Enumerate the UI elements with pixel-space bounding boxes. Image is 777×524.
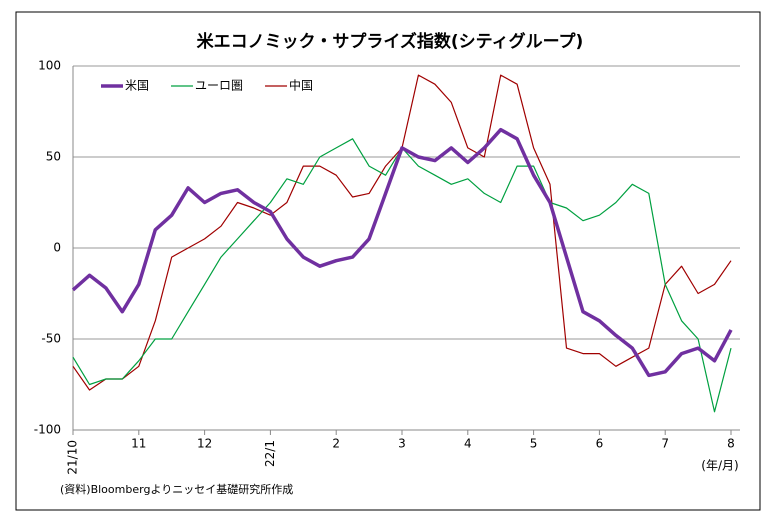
x-tick-label: 11 xyxy=(131,437,146,451)
series-line xyxy=(72,138,732,413)
x-tick-label: 3 xyxy=(398,437,406,451)
y-tick-label: -50 xyxy=(41,332,61,346)
source-note: (資料)Bloombergよりニッセイ基礎研究所作成 xyxy=(60,482,293,496)
series-line xyxy=(71,127,733,378)
chart-title: 米エコノミック・サプライズ指数(シティグループ) xyxy=(197,31,584,52)
x-tick-label: 22/1 xyxy=(263,440,277,467)
legend-label: 米国 xyxy=(125,79,149,93)
x-tick-label: 8 xyxy=(727,437,735,451)
x-unit: (年/月) xyxy=(701,459,738,473)
frame xyxy=(15,11,761,511)
y-tick-label: 100 xyxy=(38,59,61,73)
y-tick-label: 0 xyxy=(53,241,61,255)
y-tick-label: -100 xyxy=(34,423,61,437)
legend-label: ユーロ圏 xyxy=(195,79,243,93)
x-tick-label: 6 xyxy=(596,437,604,451)
x-tick-label: 7 xyxy=(661,437,669,451)
x-tick-label: 5 xyxy=(530,437,538,451)
series-line xyxy=(72,74,732,391)
x-tick-label: 4 xyxy=(464,437,472,451)
x-tick-label: 12 xyxy=(197,437,212,451)
x-tick-label: 21/10 xyxy=(66,440,80,475)
legend-label: 中国 xyxy=(289,78,313,93)
y-tick-label: 50 xyxy=(46,150,61,164)
x-tick-label: 2 xyxy=(332,437,340,451)
